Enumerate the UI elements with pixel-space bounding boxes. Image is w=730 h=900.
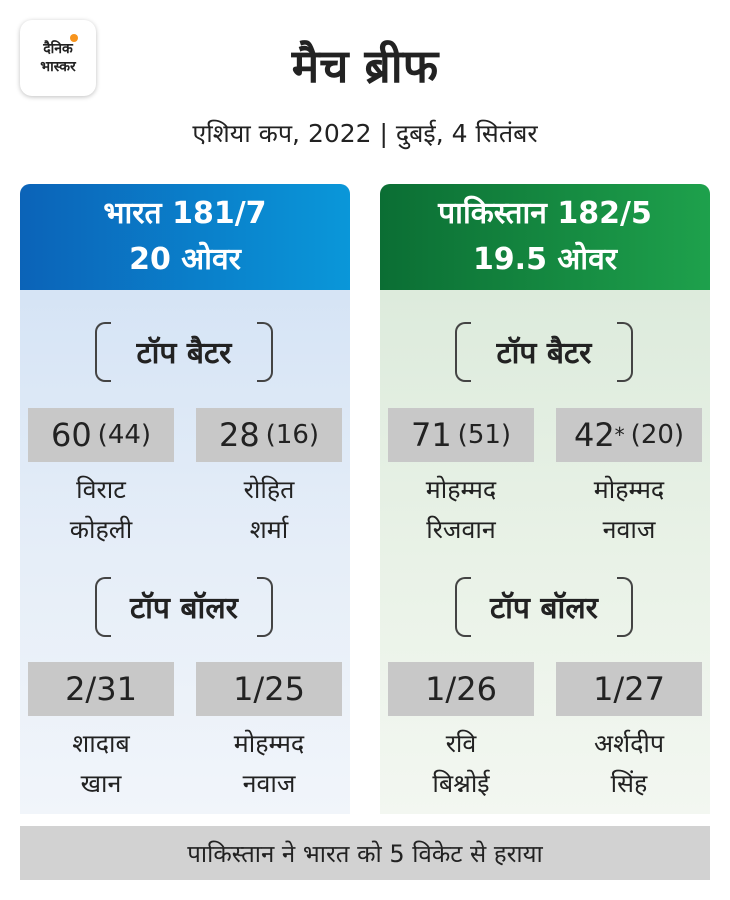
batter-balls: (20) <box>630 420 685 450</box>
bowler-figures: 1/25 <box>233 670 305 708</box>
name-line: रोहित <box>243 475 295 504</box>
name-line: विराट <box>76 475 126 504</box>
india-batter1-name: विराट कोहली <box>28 470 174 550</box>
batter-runs: 28 <box>218 416 260 454</box>
name-line: मोहम्मद <box>593 475 665 504</box>
name-line: शादाब <box>72 729 130 758</box>
pakistan-header: पाकिस्तान 182/5 19.5 ओवर <box>380 184 710 290</box>
batter-balls: (51) <box>457 420 512 450</box>
bowler-figures: 1/26 <box>425 670 497 708</box>
page-title: मैच ब्रीफ <box>291 39 439 93</box>
pakistan-batter1-name: मोहम्मद रिजवान <box>388 470 534 550</box>
pakistan-bowler1-stat: 1/26 <box>388 662 534 716</box>
india-bowler2-stat: 1/25 <box>196 662 342 716</box>
pakistan-batter2-name: मोहम्मद नवाज <box>556 470 702 550</box>
name-line: रिजवान <box>426 515 496 544</box>
india-bowler2-name: मोहम्मद नवाज <box>196 724 342 804</box>
batter-runs: 42 <box>573 416 615 454</box>
pakistan-bowler2-name: अर्शदीप सिंह <box>556 724 702 804</box>
pakistan-batter1-stat: 71 (51) <box>388 408 534 462</box>
brand-line1: दैनिक <box>43 41 73 57</box>
batter-balls: (16) <box>265 420 320 450</box>
bowler-figures: 2/31 <box>65 670 137 708</box>
pakistan-top-batter-label: टॉप बैटर <box>455 322 633 382</box>
india-bowler1-name: शादाब खान <box>28 724 174 804</box>
name-line: अर्शदीप <box>593 729 665 758</box>
india-score: भारत 181/7 <box>103 196 267 231</box>
name-line: नवाज <box>602 515 656 544</box>
pakistan-top-bowler-label: टॉप बॉलर <box>455 577 633 637</box>
name-line: कोहली <box>69 515 133 544</box>
name-line: बिश्नोई <box>432 769 490 798</box>
name-line: शर्मा <box>249 515 289 544</box>
pakistan-batter2-stat: 42 * (20) <box>556 408 702 462</box>
match-result: पाकिस्तान ने भारत को 5 विकेट से हराया <box>20 826 710 880</box>
india-batter2-stat: 28 (16) <box>196 408 342 462</box>
pakistan-bowler2-stat: 1/27 <box>556 662 702 716</box>
batter-runs: 71 <box>410 416 452 454</box>
pakistan-bowler1-name: रवि बिश्नोई <box>388 724 534 804</box>
pakistan-overs: 19.5 ओवर <box>472 242 618 277</box>
india-bowler1-stat: 2/31 <box>28 662 174 716</box>
india-batter1-stat: 60 (44) <box>28 408 174 462</box>
india-overs: 20 ओवर <box>129 242 241 277</box>
batter-balls: (44) <box>97 420 152 450</box>
name-line: रवि <box>445 729 477 758</box>
name-line: मोहम्मद <box>425 475 497 504</box>
india-batter2-name: रोहित शर्मा <box>196 470 342 550</box>
brand-line2: भास्कर <box>40 59 76 75</box>
india-panel: भारत 181/7 20 ओवर टॉप बैटर 60 (44) 28 (1… <box>20 184 350 814</box>
india-top-batter-label: टॉप बैटर <box>95 322 273 382</box>
pakistan-score: पाकिस्तान 182/5 <box>438 196 652 231</box>
name-line: खान <box>80 769 122 798</box>
name-line: नवाज <box>242 769 296 798</box>
pakistan-panel: पाकिस्तान 182/5 19.5 ओवर टॉप बैटर 71 (51… <box>380 184 710 814</box>
batter-runs: 60 <box>50 416 92 454</box>
name-line: सिंह <box>610 769 648 798</box>
india-header: भारत 181/7 20 ओवर <box>20 184 350 290</box>
india-top-bowler-label: टॉप बॉलर <box>95 577 273 637</box>
logo-dot-icon <box>70 34 78 42</box>
not-out-marker: * <box>614 423 625 447</box>
page-subtitle: एशिया कप, 2022 | दुबई, 4 सितंबर <box>192 119 538 148</box>
brand-logo: दैनिक भास्कर <box>20 20 96 96</box>
name-line: मोहम्मद <box>233 729 305 758</box>
bowler-figures: 1/27 <box>593 670 665 708</box>
